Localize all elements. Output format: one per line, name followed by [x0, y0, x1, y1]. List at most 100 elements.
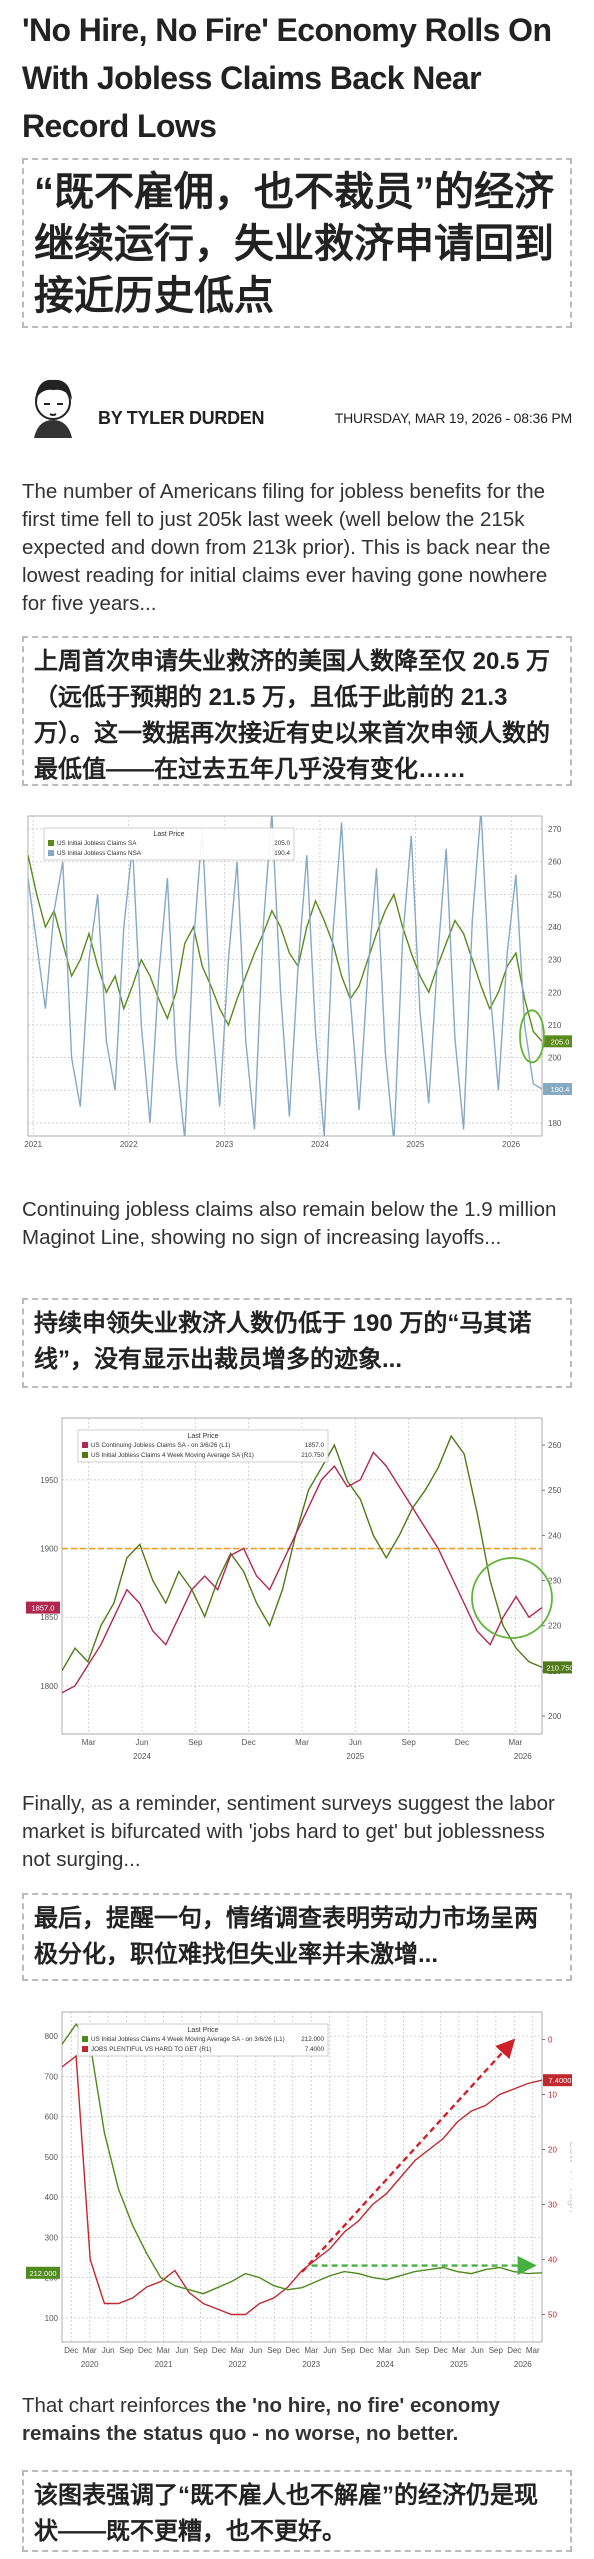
x-tick-label: Jun	[136, 1738, 149, 1747]
paragraph-zh: 最后，提醒一句，情绪调查表明劳动力市场呈两极分化，职位难找但失业率并未激增...	[22, 1893, 572, 1981]
legend-swatch	[82, 1442, 88, 1448]
y2-tick-label: 240	[548, 1531, 562, 1540]
y-tick-label: 210	[548, 1021, 562, 1030]
legend-swatch	[48, 840, 54, 846]
y-tick-label: 600	[45, 2113, 59, 2122]
value-box	[26, 1601, 60, 1614]
y-tick-label: 100	[45, 2314, 59, 2323]
value-box	[26, 2266, 60, 2279]
x-tick-label: Dec	[242, 1738, 256, 1747]
x-tick-label: Sep	[119, 2346, 134, 2355]
series-line	[62, 1434, 542, 1672]
y-tick-label: 800	[45, 2032, 59, 2041]
legend-value: 190.4	[274, 850, 290, 857]
x-tick-label: Jun	[249, 2346, 262, 2355]
value-box	[543, 1082, 572, 1095]
x-year-label: 2025	[346, 1752, 364, 1761]
legend-value: 1857.0	[305, 1442, 325, 1449]
x-tick-label: Jun	[349, 1738, 362, 1747]
legend-value: 210.750	[301, 1452, 324, 1459]
avatar	[34, 379, 72, 438]
headline-zh: “既不雇佣，也不裁员”的经济继续运行，失业救济申请回到接近历史低点	[22, 158, 572, 328]
x-tick-label: Dec	[286, 2346, 300, 2355]
value-label: 7.4000	[549, 2076, 572, 2085]
x-tick-label: Jun	[102, 2346, 115, 2355]
x-tick-label: Dec	[138, 2346, 152, 2355]
y-tick-label: 300	[45, 2233, 59, 2242]
series-line	[62, 2022, 542, 2295]
x-tick-label: Jun	[176, 2346, 189, 2355]
value-box	[543, 2074, 572, 2087]
y-tick-label: 250	[548, 890, 562, 899]
x-tick-label: Sep	[489, 2346, 504, 2355]
x-tick-label: Dec	[64, 2346, 78, 2355]
x-tick-label: Mar	[295, 1738, 309, 1747]
legend-value: 205.0	[274, 840, 290, 847]
y2-tick-label: 220	[548, 1622, 562, 1631]
chart: Mar Jun Sep Dec Mar Jun Sep Dec Mar 2024 2025 2026 1…	[26, 1417, 572, 1761]
legend-title: Last Price	[153, 831, 184, 838]
x-tick-label: 2025	[407, 1140, 425, 1149]
y-tick-label: 1950	[40, 1476, 58, 1485]
text: That chart reinforces	[22, 2394, 216, 2417]
legend-swatch	[82, 1452, 88, 1458]
x-tick-label: 2023	[215, 1140, 233, 1149]
y2-tick-label: 10	[548, 2091, 557, 2100]
x-tick-label: Sep	[188, 1738, 203, 1747]
y2-tick-label: 200	[548, 1712, 562, 1721]
legend-label: JOBS PLENTIFUL VS HARD TO GET (R1)	[91, 2046, 211, 2053]
y2-tick-label: 30	[548, 2201, 557, 2210]
paragraph: Finally, as a reminder, sentiment survey…	[22, 1792, 555, 1871]
legend-label: US Initial Jobless Claims NSA	[57, 850, 142, 857]
y-tick-label: 220	[548, 988, 562, 997]
value-box	[543, 1035, 572, 1048]
x-tick-label: Dec	[507, 2346, 521, 2355]
y-tick-label: 1900	[40, 1545, 58, 1554]
value-label: 190.4	[551, 1085, 570, 1094]
y-tick-label: 200	[548, 1054, 562, 1063]
x-tick-label: Mar	[526, 2346, 540, 2355]
x-tick-label: Mar	[230, 2346, 244, 2355]
y2-tick-label: 260	[548, 1441, 562, 1450]
y-tick-label: 500	[45, 2153, 59, 2162]
x-tick-label: Sep	[193, 2346, 208, 2355]
y-tick-label: 240	[548, 923, 562, 932]
byline: BY TYLER DURDEN THURSDAY, MAR 19, 2026 -…	[22, 372, 572, 438]
x-year-label: 2023	[302, 2360, 320, 2369]
value-label: 205.0	[551, 1037, 570, 1046]
paragraph-zh: 该图表强调了“既不雇人也不解雇”的经济仍是现状——既不更糟，也不更好。	[22, 2470, 572, 2552]
y-tick-label: 270	[548, 825, 562, 834]
paragraph: Continuing jobless claims also remain be…	[22, 1198, 557, 1249]
legend-swatch	[82, 2046, 88, 2052]
legend-box	[77, 2023, 329, 2057]
annotation-ring	[519, 1009, 545, 1064]
x-tick-label: 2026	[502, 1140, 520, 1149]
series-line	[28, 855, 542, 1042]
y2-tick-label: 230	[548, 1577, 562, 1586]
series-line	[62, 1451, 542, 1694]
y2-tick-label: 0	[548, 2036, 553, 2045]
x-year-label: 2026	[514, 1752, 532, 1761]
author: BY TYLER DURDEN	[98, 408, 265, 428]
legend-label: US Initial Jobless Claims SA	[57, 840, 137, 847]
paragraph-zh: 上周首次申请失业救济的美国人数降至仅 20.5 万（远低于预期的 21.5 万，…	[22, 636, 572, 786]
date: THURSDAY, MAR 19, 2026 - 08:36 PM	[334, 410, 572, 426]
y2-axis-label: Low <-> High	[567, 2141, 572, 2212]
x-year-label: 2020	[81, 2360, 99, 2369]
y-tick-label: 260	[548, 858, 562, 867]
paragraph-zh: 持续申领失业救济人数仍低于 190 万的“马其诺线”，没有显示出裁员增多的迹象.…	[22, 1298, 572, 1388]
legend-swatch	[82, 2036, 88, 2042]
bold-text: the 'no hire, no fire' economy remains t…	[22, 2394, 500, 2445]
chart: 2021202220232024202520261801902002102202…	[24, 815, 572, 1149]
x-tick-label: Sep	[415, 2346, 430, 2355]
x-tick-label: Dec	[359, 2346, 373, 2355]
x-tick-label: Mar	[378, 2346, 392, 2355]
x-tick-label: Jun	[323, 2346, 336, 2355]
x-tick-label: Dec	[433, 2346, 447, 2355]
x-tick-label: Mar	[452, 2346, 466, 2355]
x-tick-label: Sep	[267, 2346, 282, 2355]
legend-value: 212.000	[301, 2036, 324, 2043]
value-label: 210.750	[546, 1663, 572, 1672]
y-tick-label: 230	[548, 956, 562, 965]
